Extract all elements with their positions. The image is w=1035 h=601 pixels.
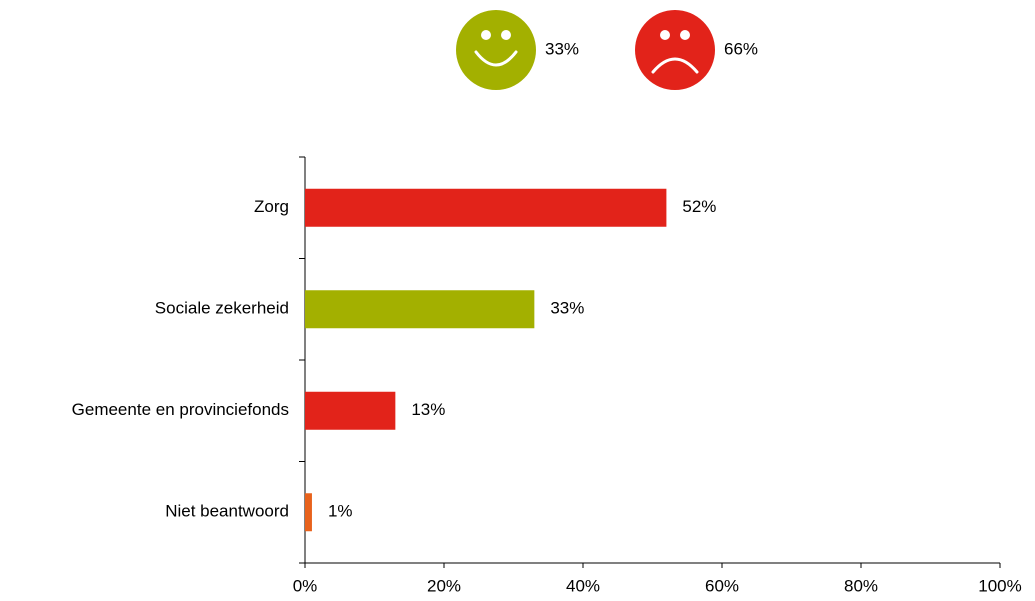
mouth [474, 50, 518, 67]
bar [305, 290, 535, 329]
x-tick-label: 100% [978, 576, 1021, 595]
smiley [456, 10, 536, 90]
y-tick-label: Zorg [254, 197, 289, 216]
value-label: 52% [682, 197, 716, 216]
smiley [635, 10, 715, 90]
bar [305, 188, 667, 227]
value-label: 13% [411, 400, 445, 419]
x-tick-label: 60% [705, 576, 739, 595]
x-tick-label: 40% [566, 576, 600, 595]
summary-label: 66% [724, 39, 758, 58]
eye [680, 30, 690, 40]
eye [660, 30, 670, 40]
bar [305, 493, 312, 532]
eye [481, 30, 491, 40]
eye [501, 30, 511, 40]
value-label: 1% [328, 502, 353, 521]
y-tick-label: Sociale zekerheid [155, 299, 289, 318]
value-label: 33% [550, 299, 584, 318]
mouth [651, 57, 699, 74]
y-tick-label: Niet beantwoord [165, 502, 289, 521]
bar [305, 391, 396, 430]
summary-label: 33% [545, 39, 579, 58]
x-tick-label: 0% [293, 576, 318, 595]
x-tick-label: 20% [427, 576, 461, 595]
y-tick-label: Gemeente en provinciefonds [72, 400, 289, 419]
x-tick-label: 80% [844, 576, 878, 595]
